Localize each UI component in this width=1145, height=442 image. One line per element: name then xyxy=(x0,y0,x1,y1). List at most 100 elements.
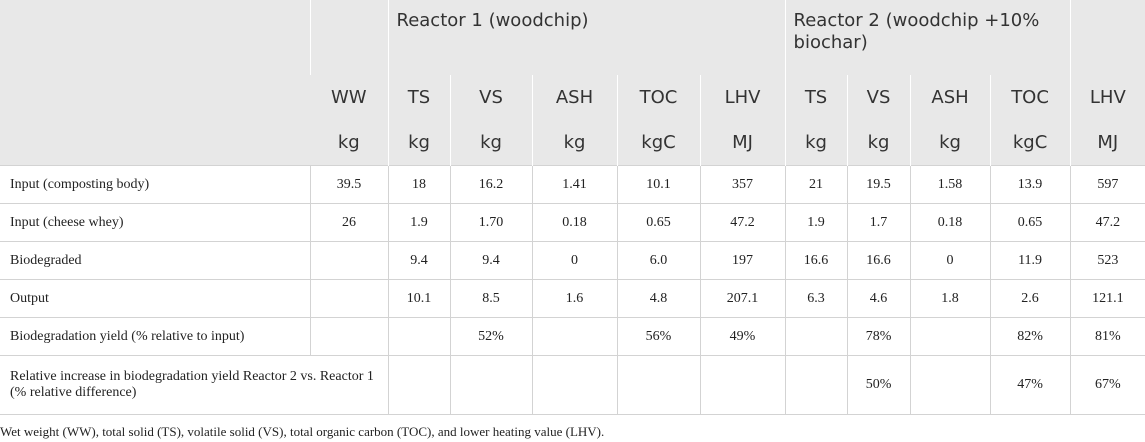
row-label: Input (cheese whey) xyxy=(0,203,311,242)
cell: 16.2 xyxy=(449,165,533,204)
row-label: Biodegraded xyxy=(0,241,311,280)
cell: 1.6 xyxy=(531,279,618,318)
cell: 1.8 xyxy=(909,279,991,318)
column-name: LHV xyxy=(1069,75,1145,120)
cell: 2.6 xyxy=(989,279,1071,318)
empty-cell xyxy=(909,355,991,415)
cell: 6.3 xyxy=(784,279,848,318)
group-header: Reactor 1 (woodchip) xyxy=(387,0,786,75)
cell: 47% xyxy=(989,355,1071,415)
footnote: Wet weight (WW), total solid (TS), volat… xyxy=(0,424,605,439)
cell: 81% xyxy=(1069,317,1145,356)
column-unit: kg xyxy=(909,120,991,166)
column-unit: kg xyxy=(531,120,617,166)
column-name: VS xyxy=(449,75,532,120)
cell: 1.9 xyxy=(387,203,451,242)
column-unit: MJ xyxy=(1069,120,1145,166)
row-label: Input (composting body) xyxy=(0,165,311,204)
cell: 0.65 xyxy=(616,203,701,242)
cell: 67% xyxy=(1069,355,1145,415)
column-name: TOC xyxy=(989,75,1071,120)
cell: 13.9 xyxy=(989,165,1071,204)
row-label: Relative increase in biodegradation yiel… xyxy=(0,355,389,415)
column-name: TS xyxy=(387,75,450,120)
corner-cell xyxy=(0,0,310,166)
cell: 19.5 xyxy=(846,165,911,204)
column-unit: MJ xyxy=(699,120,786,166)
cell: 207.1 xyxy=(699,279,786,318)
cell: 50% xyxy=(846,355,911,415)
cell: 357 xyxy=(699,165,786,204)
column-unit: kg xyxy=(310,120,388,166)
unit-row: kg kg kg kg kgC MJ kg kg kg kgC MJ xyxy=(0,120,1145,166)
empty-cell xyxy=(616,355,701,415)
column-name: ASH xyxy=(909,75,991,120)
cell: 49% xyxy=(699,317,786,356)
cell: 39.5 xyxy=(309,165,389,204)
empty-cell xyxy=(909,317,991,356)
cell: 9.4 xyxy=(449,241,533,280)
empty-header-cell xyxy=(1069,0,1145,75)
column-name-row: WW TS VS ASH TOC LHV TS VS ASH TOC LHV xyxy=(0,75,1145,120)
cell: 1.7 xyxy=(846,203,911,242)
cell: 1.9 xyxy=(784,203,848,242)
data-table: Reactor 1 (woodchip) Reactor 2 (woodchip… xyxy=(0,0,1145,415)
cell: 597 xyxy=(1069,165,1145,204)
table-row: Relative increase in biodegradation yiel… xyxy=(0,355,1145,415)
column-unit: kgC xyxy=(989,120,1071,166)
group-row: Reactor 1 (woodchip) Reactor 2 (woodchip… xyxy=(0,0,1145,166)
cell: 47.2 xyxy=(1069,203,1145,242)
column-name: WW xyxy=(310,75,388,120)
empty-cell xyxy=(387,355,451,415)
cell: 523 xyxy=(1069,241,1145,280)
cell: 52% xyxy=(449,317,533,356)
column-name: TS xyxy=(784,75,848,120)
empty-cell xyxy=(531,355,618,415)
cell: 11.9 xyxy=(989,241,1071,280)
empty-cell xyxy=(531,317,618,356)
column-name: TOC xyxy=(616,75,700,120)
cell: 1.70 xyxy=(449,203,533,242)
cell: 1.41 xyxy=(531,165,618,204)
cell: 82% xyxy=(989,317,1071,356)
cell: 6.0 xyxy=(616,241,701,280)
column-unit: kg xyxy=(784,120,848,166)
cell: 26 xyxy=(309,203,389,242)
cell: 18 xyxy=(387,165,451,204)
cell: 16.6 xyxy=(846,241,911,280)
table-header: Reactor 1 (woodchip) Reactor 2 (woodchip… xyxy=(0,0,1145,166)
cell: 0.65 xyxy=(989,203,1071,242)
table-row: Input (composting body) 39.5 18 16.2 1.41 10.… xyxy=(0,165,1145,204)
empty-header-cell xyxy=(309,0,388,75)
empty-cell xyxy=(309,241,389,280)
cell: 56% xyxy=(616,317,701,356)
cell: 47.2 xyxy=(699,203,786,242)
column-unit: kg xyxy=(387,120,450,166)
cell: 21 xyxy=(784,165,848,204)
table-row: Output 10.1 8.5 1.6 4.8 207.1 6.3 4.6 1.8 2.6 121.… xyxy=(0,279,1145,318)
cell: 197 xyxy=(699,241,786,280)
cell: 8.5 xyxy=(449,279,533,318)
table-row: Biodegradation yield (% relative to inpu… xyxy=(0,317,1145,356)
cell: 0.18 xyxy=(909,203,991,242)
cell: 0 xyxy=(909,241,991,280)
empty-cell xyxy=(309,317,389,356)
group-header: Reactor 2 (woodchip +10% biochar) xyxy=(784,0,1071,75)
empty-cell xyxy=(387,317,451,356)
cell: 10.1 xyxy=(616,165,701,204)
empty-cell xyxy=(449,355,533,415)
cell: 0 xyxy=(531,241,618,280)
column-name: VS xyxy=(846,75,911,120)
empty-cell xyxy=(784,317,848,356)
table-body: Input (composting body) 39.5 18 16.2 1.41 10.… xyxy=(0,165,1145,415)
empty-cell xyxy=(784,355,848,415)
cell: 16.6 xyxy=(784,241,848,280)
cell: 78% xyxy=(846,317,911,356)
row-label: Biodegradation yield (% relative to inpu… xyxy=(0,317,311,356)
column-unit: kg xyxy=(449,120,532,166)
column-unit: kg xyxy=(846,120,911,166)
table-row: Biodegraded 9.4 9.4 0 6.0 197 16.6 16.6 0 11.9 523 xyxy=(0,241,1145,280)
column-name: ASH xyxy=(531,75,617,120)
column-unit: kgC xyxy=(616,120,700,166)
